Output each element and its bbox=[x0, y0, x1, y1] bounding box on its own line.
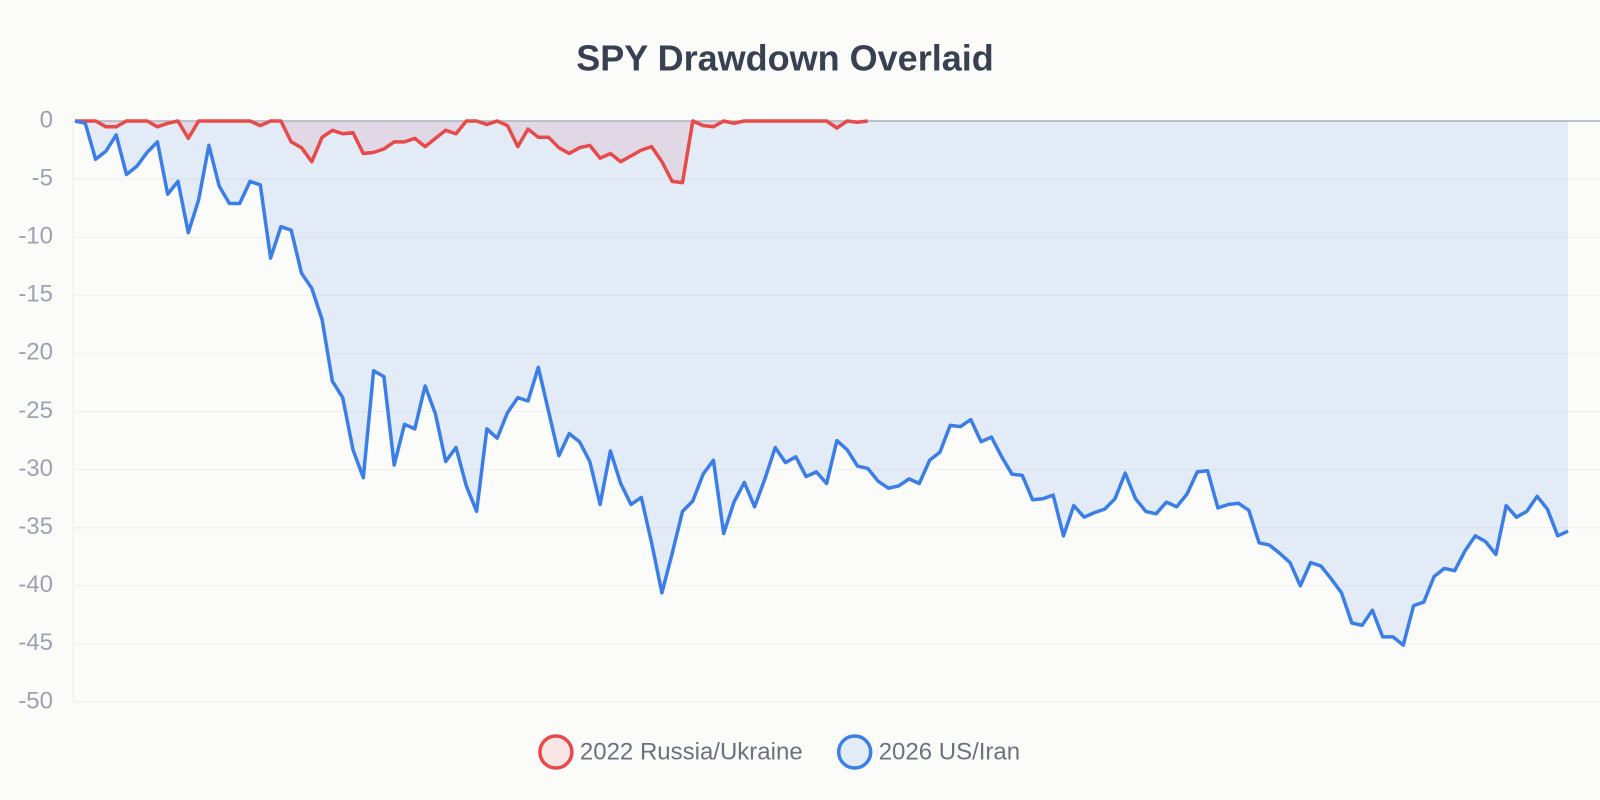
y-tick-label: 0 bbox=[40, 106, 53, 133]
y-tick-label: -25 bbox=[18, 397, 53, 424]
legend-label: 2022 Russia/Ukraine bbox=[580, 738, 803, 765]
legend-marker bbox=[836, 734, 873, 770]
line bbox=[75, 119, 869, 185]
y-tick-label: -30 bbox=[18, 455, 53, 482]
y-tick-label: -35 bbox=[18, 513, 53, 540]
y-tick-label: -50 bbox=[18, 687, 53, 714]
legend: 2022 Russia/Ukraine 2026 US/Iran bbox=[538, 734, 1020, 770]
legend-label: 2026 US/Iran bbox=[879, 738, 1020, 765]
y-tick-label: -5 bbox=[32, 164, 53, 191]
line bbox=[74, 119, 1569, 647]
y-tick-label: -40 bbox=[18, 571, 53, 598]
chart-title: SPY Drawdown Overlaid bbox=[576, 38, 993, 79]
y-tick-label: -15 bbox=[18, 281, 53, 308]
area bbox=[75, 121, 1568, 646]
y-tick-label: -10 bbox=[18, 223, 53, 250]
legend-marker bbox=[538, 734, 574, 770]
area bbox=[75, 121, 868, 183]
y-tick-label: -20 bbox=[18, 339, 53, 366]
y-tick-label: -45 bbox=[18, 629, 53, 656]
